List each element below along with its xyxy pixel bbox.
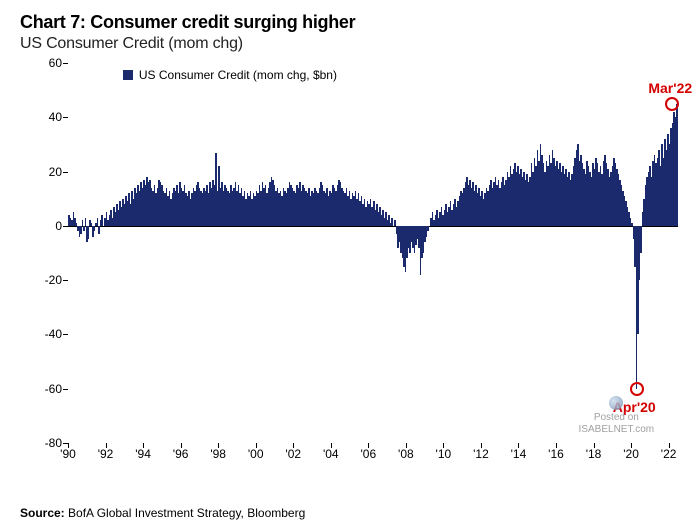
source-text: BofA Global Investment Strategy, Bloombe… bbox=[65, 506, 306, 520]
x-tick-label: '14 bbox=[511, 443, 527, 461]
data-bar bbox=[391, 218, 393, 226]
data-bar bbox=[676, 104, 678, 226]
data-bar bbox=[83, 226, 85, 231]
legend-swatch bbox=[123, 70, 133, 80]
chart-title: Chart 7: Consumer credit surging higher bbox=[20, 12, 680, 33]
y-tick-label: 20 bbox=[49, 165, 68, 179]
data-bar bbox=[640, 226, 642, 253]
data-bar bbox=[80, 226, 82, 234]
chart-plot-area: -80-60-40-200204060'90'92'94'96'98'00'02… bbox=[68, 63, 678, 443]
watermark-line2: ISABELNET.com bbox=[579, 424, 655, 436]
y-tick-label: -40 bbox=[45, 327, 68, 341]
x-tick-label: '92 bbox=[98, 443, 114, 461]
y-tick-label: -60 bbox=[45, 382, 68, 396]
x-tick-label: '10 bbox=[436, 443, 452, 461]
data-bar bbox=[88, 226, 90, 240]
x-tick-label: '02 bbox=[285, 443, 301, 461]
data-bar bbox=[101, 215, 103, 226]
annotation-circle bbox=[630, 382, 644, 396]
globe-icon bbox=[609, 396, 623, 410]
data-bar bbox=[85, 218, 87, 226]
x-tick-label: '04 bbox=[323, 443, 339, 461]
data-bar bbox=[427, 226, 429, 231]
x-tick-label: '00 bbox=[248, 443, 264, 461]
x-tick-label: '08 bbox=[398, 443, 414, 461]
data-bar bbox=[97, 218, 99, 226]
chart-subtitle: US Consumer Credit (mom chg) bbox=[20, 35, 680, 53]
y-tick-label: 0 bbox=[55, 219, 68, 233]
chart-container: Chart 7: Consumer credit surging higher … bbox=[0, 0, 700, 530]
x-tick-label: '20 bbox=[623, 443, 639, 461]
x-tick-label: '22 bbox=[661, 443, 677, 461]
y-tick-label: -20 bbox=[45, 273, 68, 287]
data-bar bbox=[98, 226, 100, 234]
annotation-circle bbox=[665, 97, 679, 111]
x-axis-zero-line bbox=[68, 226, 678, 227]
source-label: Source: bbox=[20, 506, 65, 520]
annotation-label: Mar'22 bbox=[648, 80, 692, 96]
x-tick-label: '98 bbox=[210, 443, 226, 461]
y-tick-label: 40 bbox=[49, 110, 68, 124]
x-tick-label: '12 bbox=[473, 443, 489, 461]
legend-label: US Consumer Credit (mom chg, $bn) bbox=[139, 68, 337, 82]
x-tick-label: '16 bbox=[548, 443, 564, 461]
data-bar bbox=[94, 226, 96, 231]
x-tick-label: '90 bbox=[60, 443, 76, 461]
y-tick-label: 60 bbox=[49, 56, 68, 70]
source-line: Source: BofA Global Investment Strategy,… bbox=[20, 506, 305, 520]
x-tick-label: '94 bbox=[135, 443, 151, 461]
watermark-line1: Posted on bbox=[579, 412, 655, 424]
watermark: Posted onISABELNET.com bbox=[579, 396, 655, 436]
x-tick-label: '96 bbox=[173, 443, 189, 461]
legend: US Consumer Credit (mom chg, $bn) bbox=[123, 68, 337, 82]
x-tick-label: '18 bbox=[586, 443, 602, 461]
x-tick-label: '06 bbox=[360, 443, 376, 461]
